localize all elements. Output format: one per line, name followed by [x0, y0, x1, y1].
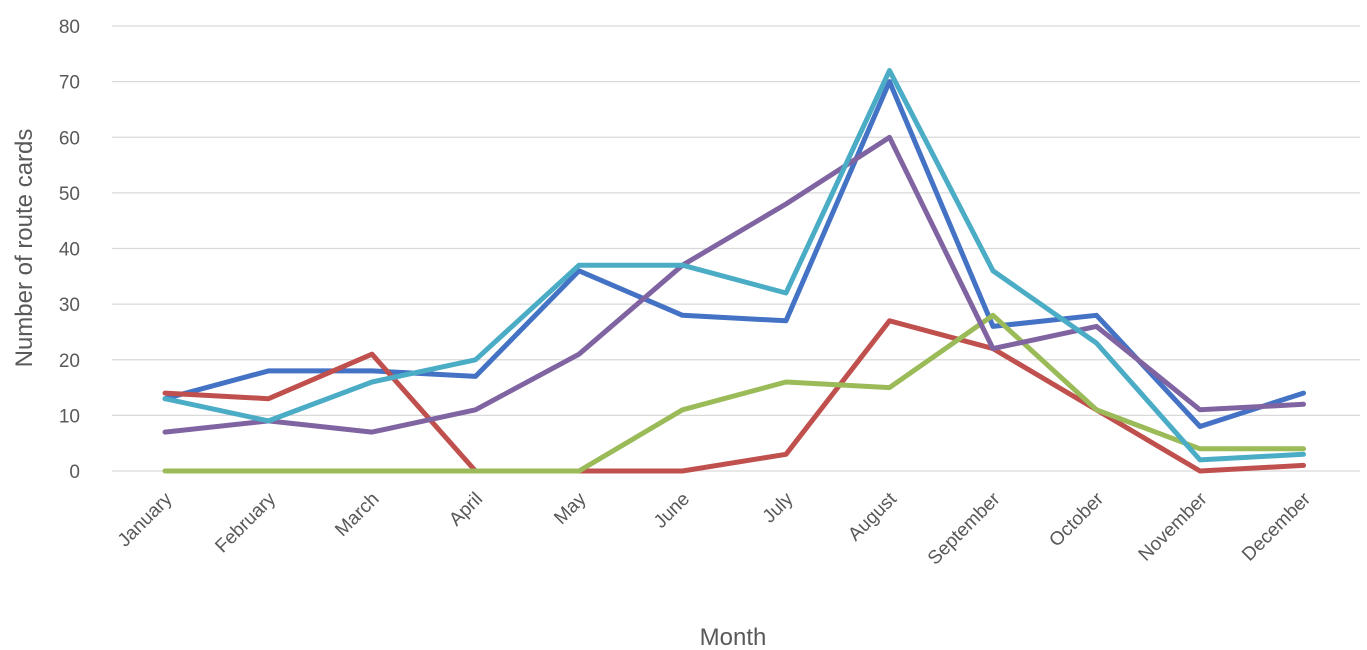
x-tick-label-june: June [650, 489, 694, 533]
x-tick-labels: January February March April May June July Augu… [114, 488, 1316, 569]
gridlines [112, 25, 1360, 472]
x-tick-label-february: February [211, 488, 280, 557]
series-lines [162, 68, 1306, 474]
x-tick-label-august: August [844, 488, 901, 545]
series-line-4 [162, 134, 1306, 435]
x-tick-label-may: May [550, 488, 591, 529]
series-line-2 [162, 318, 1306, 474]
y-tick-label: 40 [59, 240, 80, 261]
y-tick-label: 80 [59, 17, 80, 38]
x-axis-title: Month [700, 624, 767, 650]
x-tick-label-january: January [114, 488, 177, 551]
y-axis-title: Number of route cards [11, 129, 38, 368]
x-tick-label-march: March [331, 489, 383, 541]
x-tick-label-october: October [1045, 488, 1108, 551]
y-tick-labels: 0 10 20 30 40 50 60 70 80 [59, 17, 80, 483]
x-tick-label-april: April [445, 489, 487, 531]
x-tick-label-december: December [1238, 488, 1315, 565]
series-line-1 [162, 79, 1306, 429]
series-line-5 [162, 68, 1306, 463]
y-tick-label: 30 [59, 295, 80, 316]
y-tick-label: 70 [59, 73, 80, 94]
y-tick-label: 60 [59, 128, 80, 149]
x-tick-label-july: July [759, 488, 798, 527]
x-tick-label-november: November [1135, 488, 1212, 565]
y-tick-label: 0 [69, 462, 80, 483]
y-tick-label: 20 [59, 351, 80, 372]
y-tick-label: 10 [59, 406, 80, 427]
x-tick-label-september: September [924, 488, 1005, 569]
series-line-3 [162, 312, 1306, 474]
y-tick-label: 50 [59, 184, 80, 205]
